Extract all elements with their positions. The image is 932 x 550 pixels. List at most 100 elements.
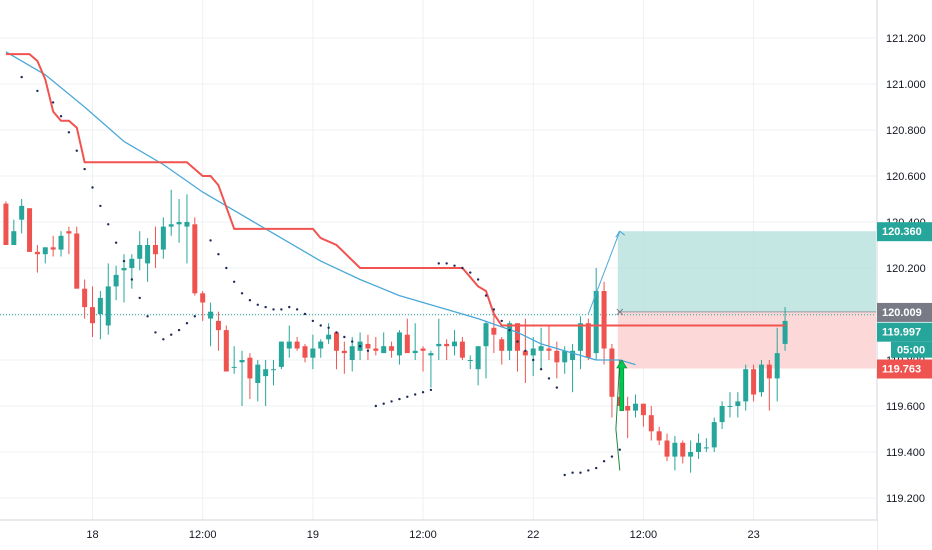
sar-dot [272,308,275,311]
candle-body [66,231,72,234]
sar-dot [594,466,598,470]
price-tag-text: 120.360 [882,226,922,238]
price-tick-label: 120.200 [886,263,926,275]
candle-body [656,431,662,441]
candle-body [160,226,166,250]
candle [373,337,379,356]
sar-dot [256,303,259,306]
candle [176,199,182,243]
candle-body [239,360,245,363]
target-zone[interactable] [617,231,876,312]
sar-dot [154,331,157,334]
candle-body [349,346,355,360]
trailing-stop-line [5,53,786,327]
candle-body [137,245,143,259]
candle [66,226,72,255]
stop-zone[interactable] [617,311,876,369]
sar-dot [107,223,110,226]
position-tool-overlay[interactable] [587,230,628,471]
position-zones[interactable] [617,231,876,369]
candle [318,339,324,358]
sar-dot [295,308,299,311]
sar-dot [453,264,456,267]
candle-body [554,350,560,363]
candle [50,235,56,257]
candle-body [609,348,615,397]
candle-body [695,442,701,452]
countdown-tag: 05:00 [891,341,932,358]
candle-body [782,320,788,344]
sar-dot [170,333,173,336]
candle [491,309,497,354]
candle [546,325,552,360]
candle [444,339,450,360]
candle-body [499,339,505,351]
sar-dot [146,315,149,318]
candle-body [774,353,780,379]
sar-dot [280,308,283,311]
time-tick-label: 12:00 [189,529,217,541]
candle-body [90,307,96,324]
candle-body [27,208,33,252]
sar-dot [248,299,252,302]
candle-body [758,364,764,393]
candle-body [50,247,56,250]
candle-body [570,350,576,360]
projection-line [587,231,621,315]
candle [459,337,465,360]
candle [672,435,678,471]
candle [774,327,780,402]
candle [168,189,174,236]
candle-body [727,406,733,407]
candle-body [247,357,253,379]
candle-body [58,235,64,250]
sar-dot [461,266,464,270]
candle-body [263,369,269,377]
candle [735,392,741,418]
sar-dot [99,204,102,208]
candle-body [82,288,88,308]
candle-body [664,440,670,457]
buy-signal-arrow[interactable] [616,359,628,411]
price-tag: 120.360 [877,222,932,242]
candle-body [444,343,450,347]
sar-dot [91,186,94,189]
candle-body [310,348,316,358]
price-tag-bg [877,359,932,379]
price-tick-label: 120.600 [886,171,926,183]
candle-body [294,341,300,349]
sar-dot [20,75,23,79]
candle [695,433,701,459]
time-tick-label: 19 [307,529,319,541]
sar-dot [469,271,472,274]
candle [483,320,489,379]
candle-body [176,222,182,225]
candle-body [577,323,583,351]
sar-dot [51,101,55,104]
sar-dot [610,455,614,458]
candle-body [105,286,111,326]
signal-line [615,359,621,471]
candle-body [318,341,324,349]
candle [499,337,505,365]
candle [192,217,198,296]
candle-body [19,205,25,220]
candle-body [302,346,308,358]
candle-body [672,442,678,457]
sar-dot [343,335,346,339]
sar-dot [602,460,606,463]
sar-dot [303,312,307,316]
candle-body [286,341,292,349]
candle [34,245,40,273]
candle [554,341,560,379]
sar-dot [327,326,330,329]
time-tick-label: 18 [86,529,98,541]
candle-body [688,452,694,457]
candle-body [562,350,568,363]
candle [302,343,308,363]
candle-body [459,341,465,358]
sar-dot [162,338,165,341]
candle [239,350,245,406]
current-price-tag-bg [877,322,932,342]
